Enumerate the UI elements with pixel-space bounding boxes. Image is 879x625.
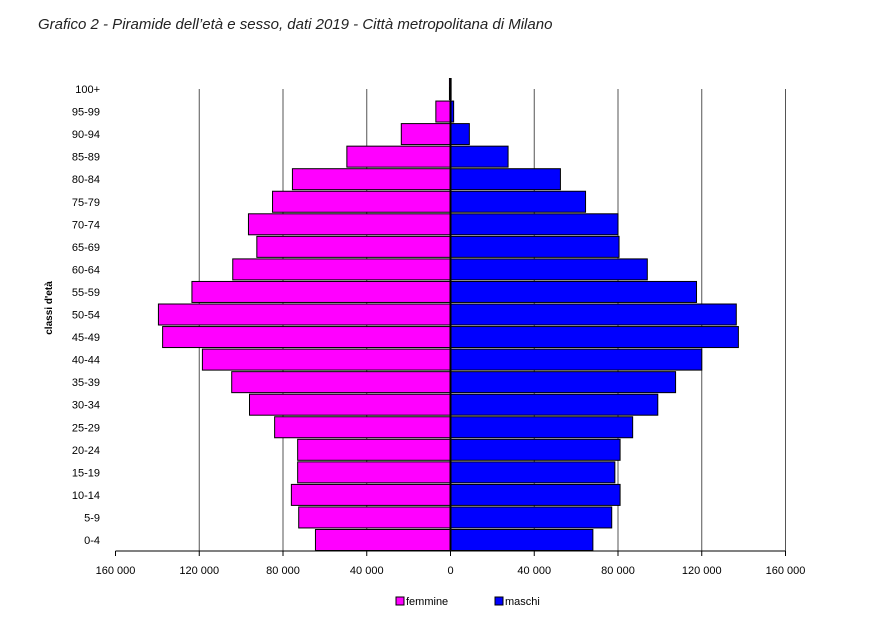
x-tick-label: 120 000 <box>179 565 219 577</box>
page-title: Grafico 2 - Piramide dell’età e sesso, d… <box>38 16 553 33</box>
bar-maschi-70-74 <box>450 213 619 236</box>
category-label: 55-59 <box>72 287 100 299</box>
category-label: 0-4 <box>84 535 100 547</box>
bar-femmine-15-19 <box>297 461 451 484</box>
category-label: 40-44 <box>72 355 100 367</box>
x-tick-label: 0 <box>447 565 453 577</box>
x-axis: 160 000 120 000 80 000 40 000 0 40 000 80 000 1… <box>96 87 806 577</box>
bar-maschi-45-49 <box>450 326 739 349</box>
category-label: 90-94 <box>72 129 100 141</box>
bar-maschi-40-44 <box>450 348 703 371</box>
bar-femmine-90-94 <box>400 123 451 146</box>
bar-maschi-35-39 <box>450 371 677 394</box>
bar-femmine-30-34 <box>249 393 451 416</box>
category-label: 80-84 <box>72 174 100 186</box>
legend-item-femmine: femmine <box>395 596 448 608</box>
bar-femmine-0-4 <box>314 529 451 551</box>
bar-maschi-15-19 <box>450 461 616 484</box>
bars <box>157 78 739 551</box>
category-label: 15-19 <box>72 467 100 479</box>
category-label: 75-79 <box>72 197 100 209</box>
category-label: 50-54 <box>72 310 100 322</box>
bar-femmine-95-99 <box>435 100 451 123</box>
legend-label: femmine <box>406 596 448 608</box>
bar-maschi-90-94 <box>450 123 470 146</box>
bar-femmine-80-84 <box>291 168 451 191</box>
bar-femmine-20-24 <box>297 438 451 461</box>
bar-femmine-55-59 <box>191 280 451 303</box>
bar-femmine-25-29 <box>274 416 451 439</box>
bar-maschi-55-59 <box>450 280 698 303</box>
y-axis-label: classi d'età <box>44 281 55 335</box>
legend: femmine maschi <box>395 596 540 608</box>
bar-maschi-60-64 <box>450 258 648 281</box>
legend-item-maschi: maschi <box>494 596 540 608</box>
bar-femmine-75-79 <box>272 190 451 213</box>
category-label: 70-74 <box>72 219 100 231</box>
bar-maschi-25-29 <box>450 416 634 439</box>
y-axis-categories: 0-4 5-9 10-14 15-19 20-24 25-29 30-34 35-39 40-4… <box>72 84 100 547</box>
bar-maschi-5-9 <box>450 506 613 529</box>
category-label: 65-69 <box>72 242 100 254</box>
x-tick-label: 160 000 <box>766 565 806 577</box>
bar-maschi-50-54 <box>450 303 737 326</box>
bar-femmine-5-9 <box>298 506 451 529</box>
bar-femmine-35-39 <box>231 371 451 394</box>
bar-femmine-60-64 <box>232 258 451 281</box>
bar-femmine-65-69 <box>256 235 451 258</box>
bar-maschi-10-14 <box>450 483 621 506</box>
bar-femmine-70-74 <box>247 213 451 236</box>
category-label: 95-99 <box>72 107 100 119</box>
category-label: 25-29 <box>72 422 100 434</box>
bar-femmine-40-44 <box>201 348 451 371</box>
category-label: 5-9 <box>84 512 100 524</box>
bar-maschi-65-69 <box>450 235 620 258</box>
bar-femmine-50-54 <box>157 303 451 326</box>
category-label: 60-64 <box>72 264 100 276</box>
category-label: 85-89 <box>72 152 100 164</box>
bar-femmine-10-14 <box>290 483 451 506</box>
x-tick-label: 40 000 <box>517 565 551 577</box>
category-label: 10-14 <box>72 490 100 502</box>
bar-maschi-20-24 <box>450 438 621 461</box>
bar-maschi-85-89 <box>450 145 509 168</box>
x-tick-label: 160 000 <box>96 565 136 577</box>
bar-maschi-75-79 <box>450 190 587 213</box>
x-tick-label: 80 000 <box>266 565 300 577</box>
category-label: 20-24 <box>72 445 100 457</box>
legend-swatch <box>395 596 405 606</box>
x-tick-label: 120 000 <box>682 565 722 577</box>
bar-maschi-30-34 <box>450 393 659 416</box>
bar-maschi-0-4 <box>450 529 594 551</box>
x-tick-label: 40 000 <box>350 565 384 577</box>
category-label: 30-34 <box>72 400 100 412</box>
category-label: 100+ <box>75 84 100 96</box>
bar-femmine-85-89 <box>346 145 451 168</box>
category-label: 45-49 <box>72 332 100 344</box>
legend-label: maschi <box>505 596 540 608</box>
category-label: 35-39 <box>72 377 100 389</box>
x-tick-label: 80 000 <box>601 565 635 577</box>
bar-maschi-80-84 <box>450 168 561 191</box>
bar-femmine-45-49 <box>162 326 451 349</box>
legend-swatch <box>494 596 504 606</box>
